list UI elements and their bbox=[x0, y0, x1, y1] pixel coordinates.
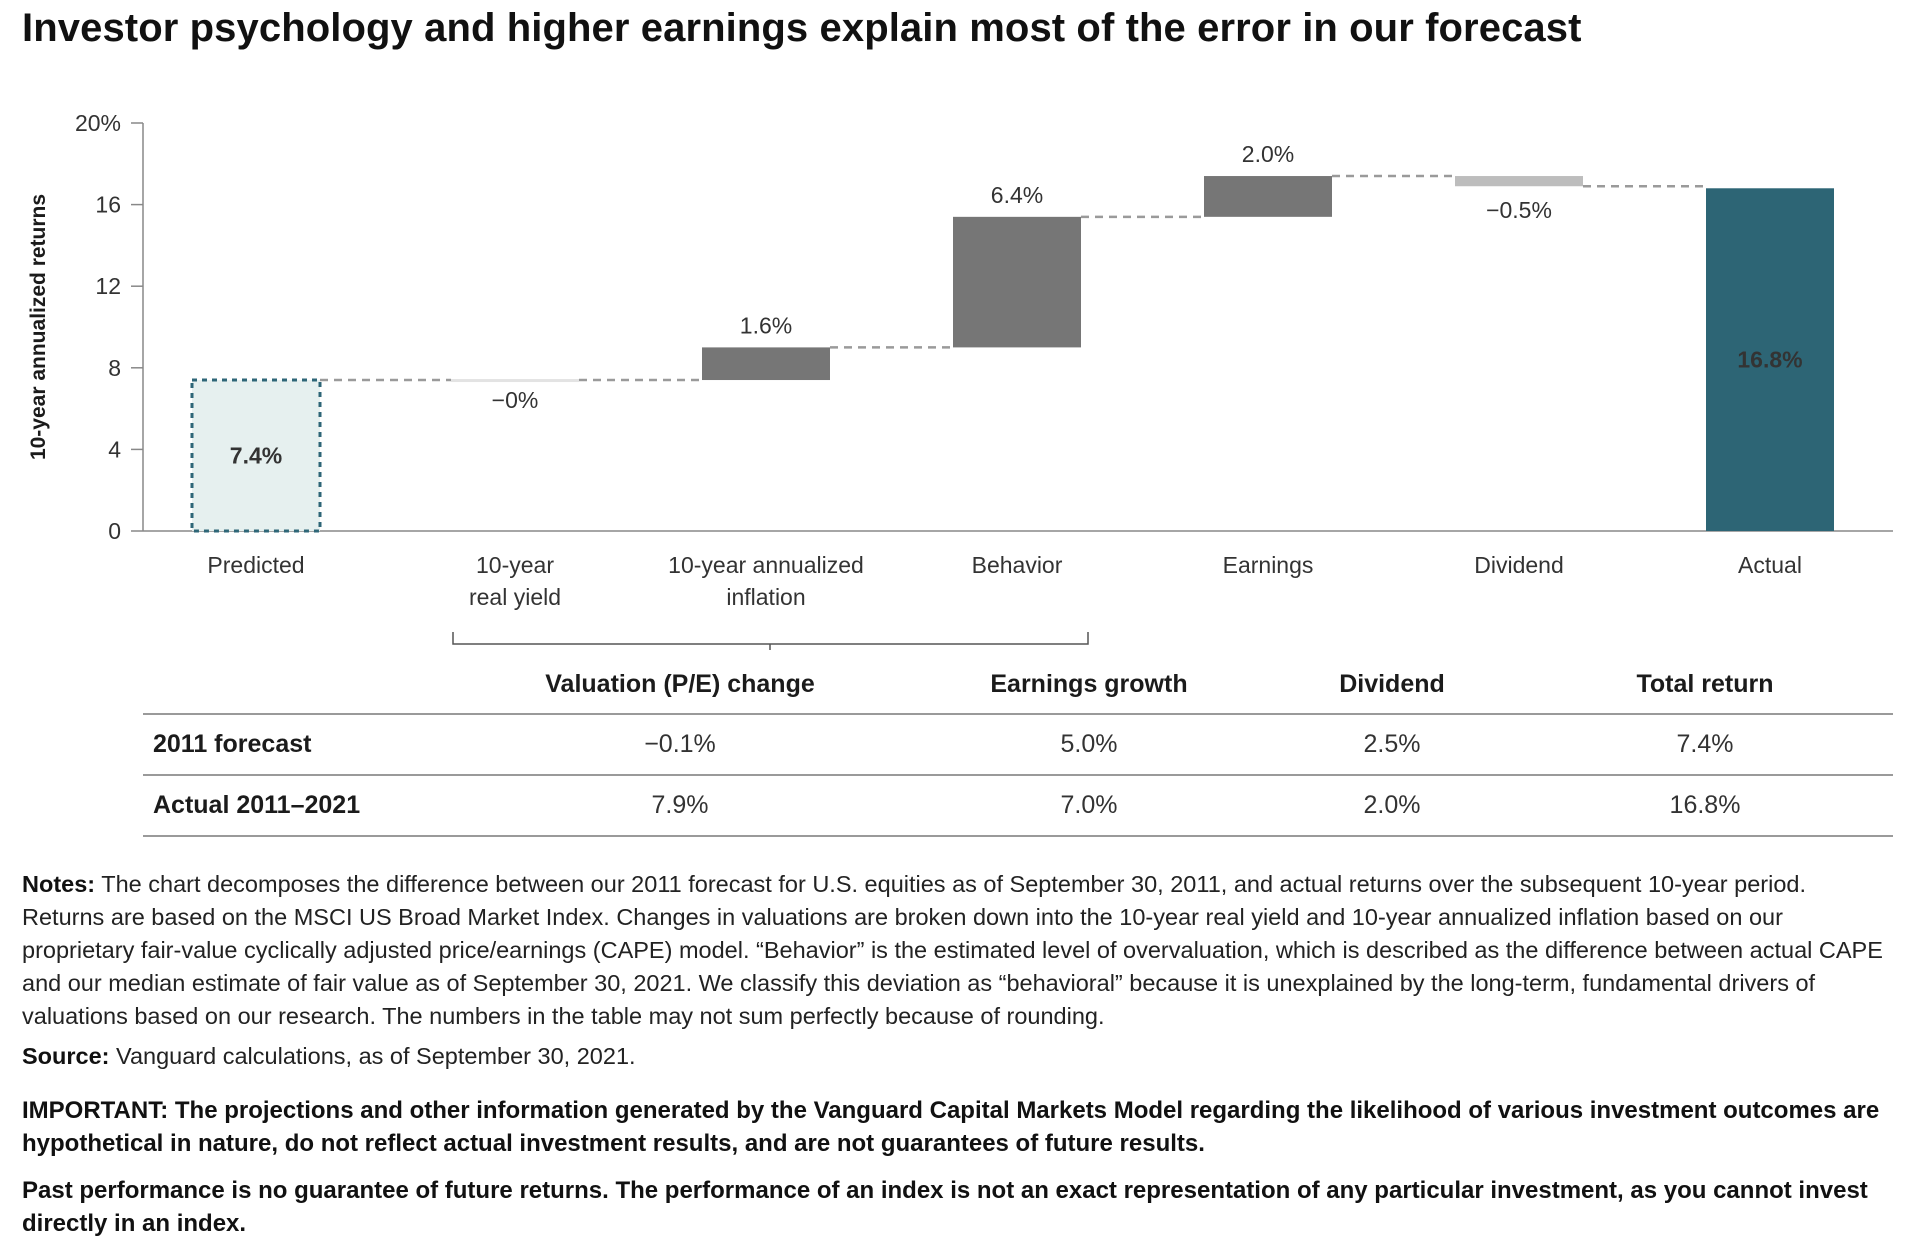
bar-predicted bbox=[190, 378, 322, 533]
table-row-label: Actual 2011–2021 bbox=[143, 775, 449, 837]
category-labels: Predicted 10-year real yield 10-year annual… bbox=[207, 552, 1802, 610]
table-cell: 16.8% bbox=[1517, 775, 1893, 837]
bar-value-label: 1.6% bbox=[740, 312, 792, 338]
source-label: Source: bbox=[22, 1043, 110, 1069]
bar-value-label: 16.8% bbox=[1737, 347, 1802, 373]
category-label: real yield bbox=[469, 584, 561, 610]
past-performance-disclaimer: Past performance is no guarantee of futu… bbox=[22, 1177, 1868, 1237]
category-label: 10-year bbox=[476, 552, 554, 578]
category-label: inflation bbox=[726, 584, 805, 610]
table-cell: −0.1% bbox=[449, 714, 911, 776]
chart-title: Investor psychology and higher earnings … bbox=[22, 6, 1582, 50]
bar-increase bbox=[953, 216, 1081, 348]
bar-value-label: −0.5% bbox=[1486, 197, 1552, 223]
value-labels: 7.4% −0% 1.6% 6.4% 2.0% −0.5% 16.8% bbox=[230, 141, 1803, 468]
bar-negative bbox=[1455, 176, 1583, 187]
category-label: Earnings bbox=[1223, 552, 1314, 578]
notes: Notes: The chart decomposes the differen… bbox=[22, 868, 1892, 1033]
bars bbox=[190, 176, 1834, 533]
bar-value-label: −0% bbox=[492, 387, 539, 413]
category-label: 10-year annualized bbox=[668, 552, 864, 578]
table-cell: 7.0% bbox=[911, 775, 1267, 837]
notes-text: The chart decomposes the difference betw… bbox=[22, 871, 1883, 1029]
y-tick-label: 0 bbox=[108, 518, 121, 544]
table-row-label: 2011 forecast bbox=[143, 714, 449, 776]
y-axis-title: 10-year annualized returns bbox=[27, 194, 50, 460]
y-tick-label: 8 bbox=[108, 355, 121, 381]
table-header-valuation: Valuation (P/E) change bbox=[449, 656, 911, 715]
table-row: Actual 2011–2021 7.9% 7.0% 2.0% 16.8% bbox=[143, 775, 1893, 837]
y-tick-label: 20% bbox=[75, 110, 121, 136]
y-axis: 20% 16 12 8 4 0 10-year annualized returns bbox=[27, 110, 1893, 544]
table-header-dividend: Dividend bbox=[1267, 656, 1517, 715]
table-cell: 7.4% bbox=[1517, 714, 1893, 776]
table-cell: 2.0% bbox=[1267, 775, 1517, 837]
category-label: Predicted bbox=[207, 552, 304, 578]
category-label: Actual bbox=[1738, 552, 1802, 578]
table-header-total: Total return bbox=[1517, 656, 1893, 715]
connector-lines bbox=[320, 174, 1706, 382]
table-cell: 7.9% bbox=[449, 775, 911, 837]
category-label: Behavior bbox=[972, 552, 1063, 578]
bar-actual bbox=[1706, 188, 1834, 531]
valuation-bracket bbox=[452, 632, 1089, 650]
table-row: 2011 forecast −0.1% 5.0% 2.5% 7.4% bbox=[143, 714, 1893, 776]
table-header-blank bbox=[143, 656, 449, 715]
summary-table: Valuation (P/E) change Earnings growth D… bbox=[143, 656, 1893, 837]
bar-increase bbox=[1204, 176, 1332, 217]
y-tick-label: 12 bbox=[95, 273, 121, 299]
important-disclaimer: IMPORTANT: The projections and other inf… bbox=[22, 1097, 1880, 1157]
category-label: Dividend bbox=[1474, 552, 1564, 578]
bar-value-label: 2.0% bbox=[1242, 141, 1294, 167]
source-text: Vanguard calculations, as of September 3… bbox=[116, 1043, 636, 1069]
bar-value-label: 7.4% bbox=[230, 443, 282, 469]
y-tick-label: 16 bbox=[95, 192, 121, 218]
waterfall-chart: 20% 16 12 8 4 0 10-year annualized returns 7.4… bbox=[27, 110, 1893, 650]
table-header-row: Valuation (P/E) change Earnings growth D… bbox=[143, 656, 1893, 715]
table-cell: 5.0% bbox=[911, 714, 1267, 776]
bar-zero bbox=[451, 379, 579, 383]
source: Source: Vanguard calculations, as of Sep… bbox=[22, 1040, 1892, 1073]
table-cell: 2.5% bbox=[1267, 714, 1517, 776]
table-header-earnings: Earnings growth bbox=[911, 656, 1267, 715]
y-tick-label: 4 bbox=[108, 436, 121, 462]
bar-value-label: 6.4% bbox=[991, 182, 1043, 208]
notes-label: Notes: bbox=[22, 871, 96, 897]
summary-table-wrap: Valuation (P/E) change Earnings growth D… bbox=[143, 656, 1893, 837]
bar-increase bbox=[702, 347, 830, 381]
